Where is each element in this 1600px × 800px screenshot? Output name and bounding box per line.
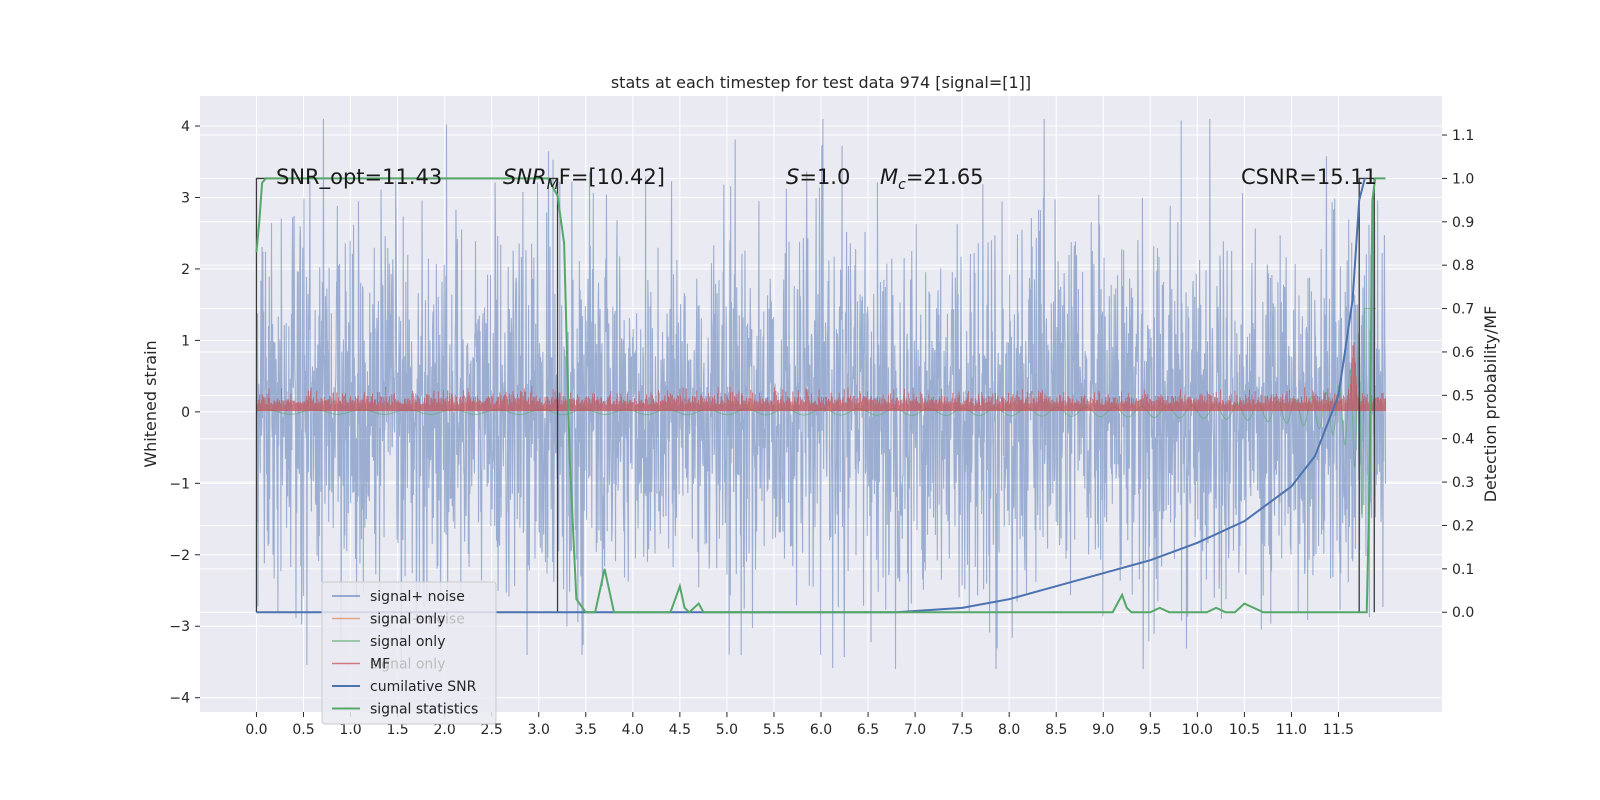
legend-label: signal statistics <box>370 702 478 718</box>
x-tick-label: 5.0 <box>716 722 738 738</box>
x-tick-label: 7.5 <box>951 722 973 738</box>
x-tick-label: 9.5 <box>1139 722 1161 738</box>
annotation-s: S=1.0 <box>786 165 850 189</box>
right-y-tick-label: 0.7 <box>1452 302 1474 318</box>
x-tick-label: 11.5 <box>1323 722 1354 738</box>
right-y-tick-label: 0.9 <box>1452 215 1474 231</box>
left-y-tick-label: 2 <box>181 262 190 278</box>
annotations: SNR_opt=11.43 SNRMF=[10.42] S=1.0 Mc=21.… <box>276 165 1377 193</box>
legend-label: signal+ noise <box>370 589 465 605</box>
annotation-csnr: CSNR=15.11 <box>1241 165 1377 189</box>
x-tick-label: 0.5 <box>292 722 314 738</box>
annotation-snr-opt: SNR_opt=11.43 <box>276 165 442 190</box>
left-y-tick-label: 3 <box>181 190 190 206</box>
right-y-tick-label: 0.1 <box>1452 562 1474 578</box>
right-y-tick-label: 1.1 <box>1452 128 1474 144</box>
x-tick-label: 10.5 <box>1229 722 1260 738</box>
chart-title: stats at each timestep for test data 974… <box>611 73 1031 92</box>
legend-label: signal only <box>370 634 445 650</box>
x-tick-label: 6.0 <box>810 722 832 738</box>
right-y-tick-label: 0.3 <box>1452 475 1474 491</box>
right-y-tick-label: 0.2 <box>1452 518 1474 534</box>
legend-ghost-label: signal+ noise <box>370 612 465 628</box>
left-y-tick-label: −2 <box>169 548 190 564</box>
right-y-tick-label: 0.8 <box>1452 258 1474 274</box>
x-tick-label: 5.5 <box>763 722 785 738</box>
x-tick-label: 4.0 <box>622 722 644 738</box>
right-y-tick-label: 0.5 <box>1452 388 1474 404</box>
right-y-tick-label: 1.0 <box>1452 171 1474 187</box>
x-tick-label: 6.5 <box>857 722 879 738</box>
legend-label: signal only <box>370 612 445 628</box>
x-axis-ticks: 0.0 0.5 1.0 1.5 2.0 2.5 3.0 3.5 4.0 4.5 5.0 5.5 6.0 6… <box>245 712 1354 738</box>
right-y-axis-ticks: 1.1 1.0 0.9 0.8 0.7 0.6 0.5 0.4 0.3 0.2 0.1 0.0 <box>1442 128 1474 621</box>
series-signal-statistics <box>255 177 1386 614</box>
legend-ghost-label: signal only <box>370 657 445 673</box>
legend-label: MF <box>370 657 390 673</box>
left-y-tick-label: −1 <box>169 476 190 492</box>
x-tick-label: 1.5 <box>386 722 408 738</box>
plot-area <box>255 118 1387 670</box>
right-y-axis-label: Detection probability/MF <box>1481 306 1500 503</box>
left-y-tick-label: −4 <box>169 691 190 707</box>
x-tick-label: 0.0 <box>245 722 267 738</box>
x-tick-label: 4.5 <box>669 722 691 738</box>
x-tick-label: 7.0 <box>904 722 926 738</box>
left-y-tick-label: 4 <box>181 119 190 135</box>
x-tick-label: 11.0 <box>1276 722 1307 738</box>
x-tick-label: 10.0 <box>1182 722 1213 738</box>
right-y-tick-label: 0.0 <box>1452 605 1474 621</box>
x-tick-label: 2.5 <box>481 722 503 738</box>
left-y-axis-label: Whitened strain <box>141 340 160 467</box>
x-tick-label: 3.5 <box>575 722 597 738</box>
legend-label: cumilative SNR <box>370 679 477 695</box>
right-y-tick-label: 0.6 <box>1452 345 1474 361</box>
x-tick-label: 2.0 <box>434 722 456 738</box>
left-y-tick-label: 1 <box>181 333 190 349</box>
x-tick-label: 8.0 <box>998 722 1020 738</box>
legend-ghost-label: signal statistics <box>370 702 478 718</box>
legend-box <box>321 581 497 725</box>
series-cumulative-snr <box>256 178 1366 614</box>
right-y-tick-label: 0.4 <box>1452 432 1474 448</box>
x-tick-label: 1.0 <box>339 722 361 738</box>
x-tick-label: 8.5 <box>1045 722 1067 738</box>
x-tick-label: 9.0 <box>1092 722 1114 738</box>
left-y-tick-label: 0 <box>181 405 190 421</box>
left-y-axis-ticks: 4 3 2 1 0 −1 −2 −3 −4 <box>169 119 200 707</box>
series-signal-plus-noise <box>255 118 1387 670</box>
left-y-tick-label: −3 <box>169 619 190 635</box>
annotation-snr-mf: SNRMF=[10.42] <box>503 165 665 193</box>
annotation-mc: Mc=21.65 <box>880 165 984 193</box>
x-tick-label: 3.0 <box>528 722 550 738</box>
